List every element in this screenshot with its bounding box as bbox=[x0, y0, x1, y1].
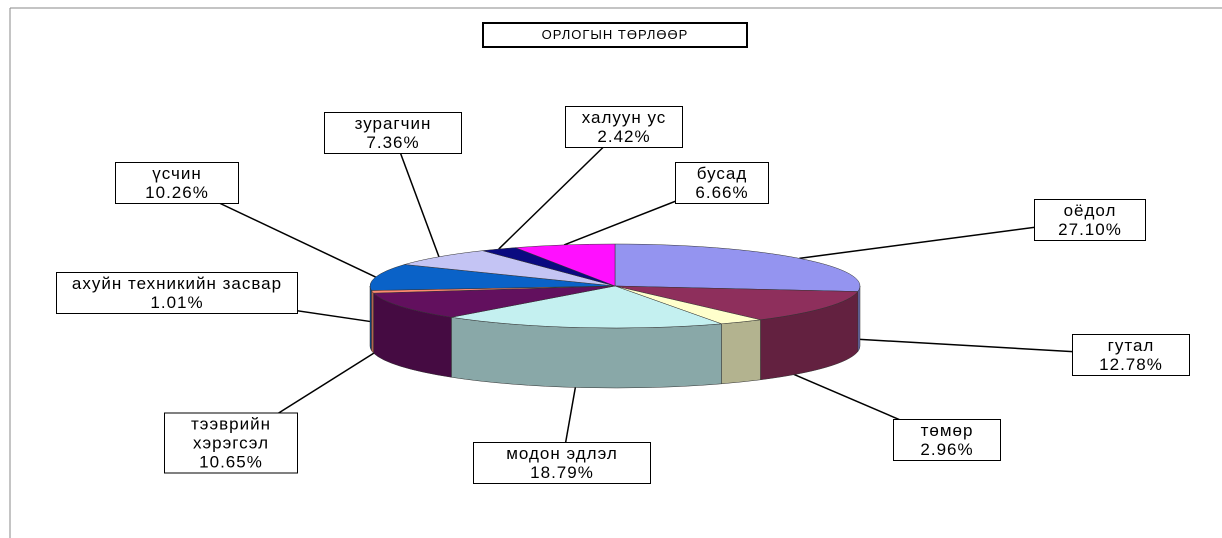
category-label: ахуйн техникийн засвар bbox=[71, 274, 283, 293]
category-label: халуун ус bbox=[581, 108, 667, 127]
slice bbox=[404, 250, 616, 287]
value-label: 1.01% bbox=[150, 293, 204, 312]
category-label: тээврийн хэрэгсэл bbox=[190, 414, 271, 453]
value-label: 6.66% bbox=[695, 183, 749, 202]
slice bbox=[372, 285, 616, 318]
value-label: 2.96% bbox=[920, 440, 974, 459]
data-label: төмөр 2.96% bbox=[893, 419, 1001, 461]
data-label: үсчин 10.26% bbox=[115, 162, 239, 204]
category-label: зурагчин bbox=[354, 114, 432, 133]
data-label: оёдол 27.10% bbox=[1034, 199, 1146, 241]
category-label: модон эдлэл bbox=[506, 444, 618, 463]
data-label: гутал 12.78% bbox=[1072, 334, 1190, 376]
value-label: 10.65% bbox=[199, 452, 263, 472]
category-label: үсчин bbox=[152, 164, 202, 183]
value-label: 18.79% bbox=[530, 463, 594, 482]
value-label: 2.42% bbox=[597, 127, 651, 146]
slice-side bbox=[857, 285, 861, 353]
slice-side bbox=[369, 285, 372, 352]
category-label: гутал bbox=[1107, 336, 1155, 355]
slice-side bbox=[371, 289, 374, 354]
value-label: 12.78% bbox=[1099, 355, 1163, 374]
category-label: бусад bbox=[696, 164, 748, 183]
value-label: 7.36% bbox=[366, 133, 420, 152]
value-label: 10.26% bbox=[145, 183, 209, 202]
data-label: тээврийн хэрэгсэл 10.65% bbox=[164, 412, 298, 474]
slice bbox=[451, 285, 722, 329]
chart-title: ОРЛОГЫН ТӨРЛӨӨР bbox=[482, 22, 748, 48]
data-label: халуун ус 2.42% bbox=[565, 106, 683, 148]
data-label: зурагчин 7.36% bbox=[324, 112, 462, 154]
data-label: модон эдлэл 18.79% bbox=[473, 442, 651, 484]
category-label: төмөр bbox=[920, 421, 974, 440]
value-label: 27.10% bbox=[1058, 220, 1122, 239]
category-label: оёдол bbox=[1063, 201, 1117, 220]
slice bbox=[614, 285, 859, 321]
slice bbox=[614, 243, 861, 292]
data-label: ахуйн техникийн засвар 1.01% bbox=[56, 272, 298, 314]
slice bbox=[369, 264, 616, 291]
slice bbox=[515, 243, 616, 287]
tops bbox=[369, 243, 861, 329]
slice-side bbox=[721, 319, 761, 385]
data-label: бусад 6.66% bbox=[675, 162, 769, 204]
